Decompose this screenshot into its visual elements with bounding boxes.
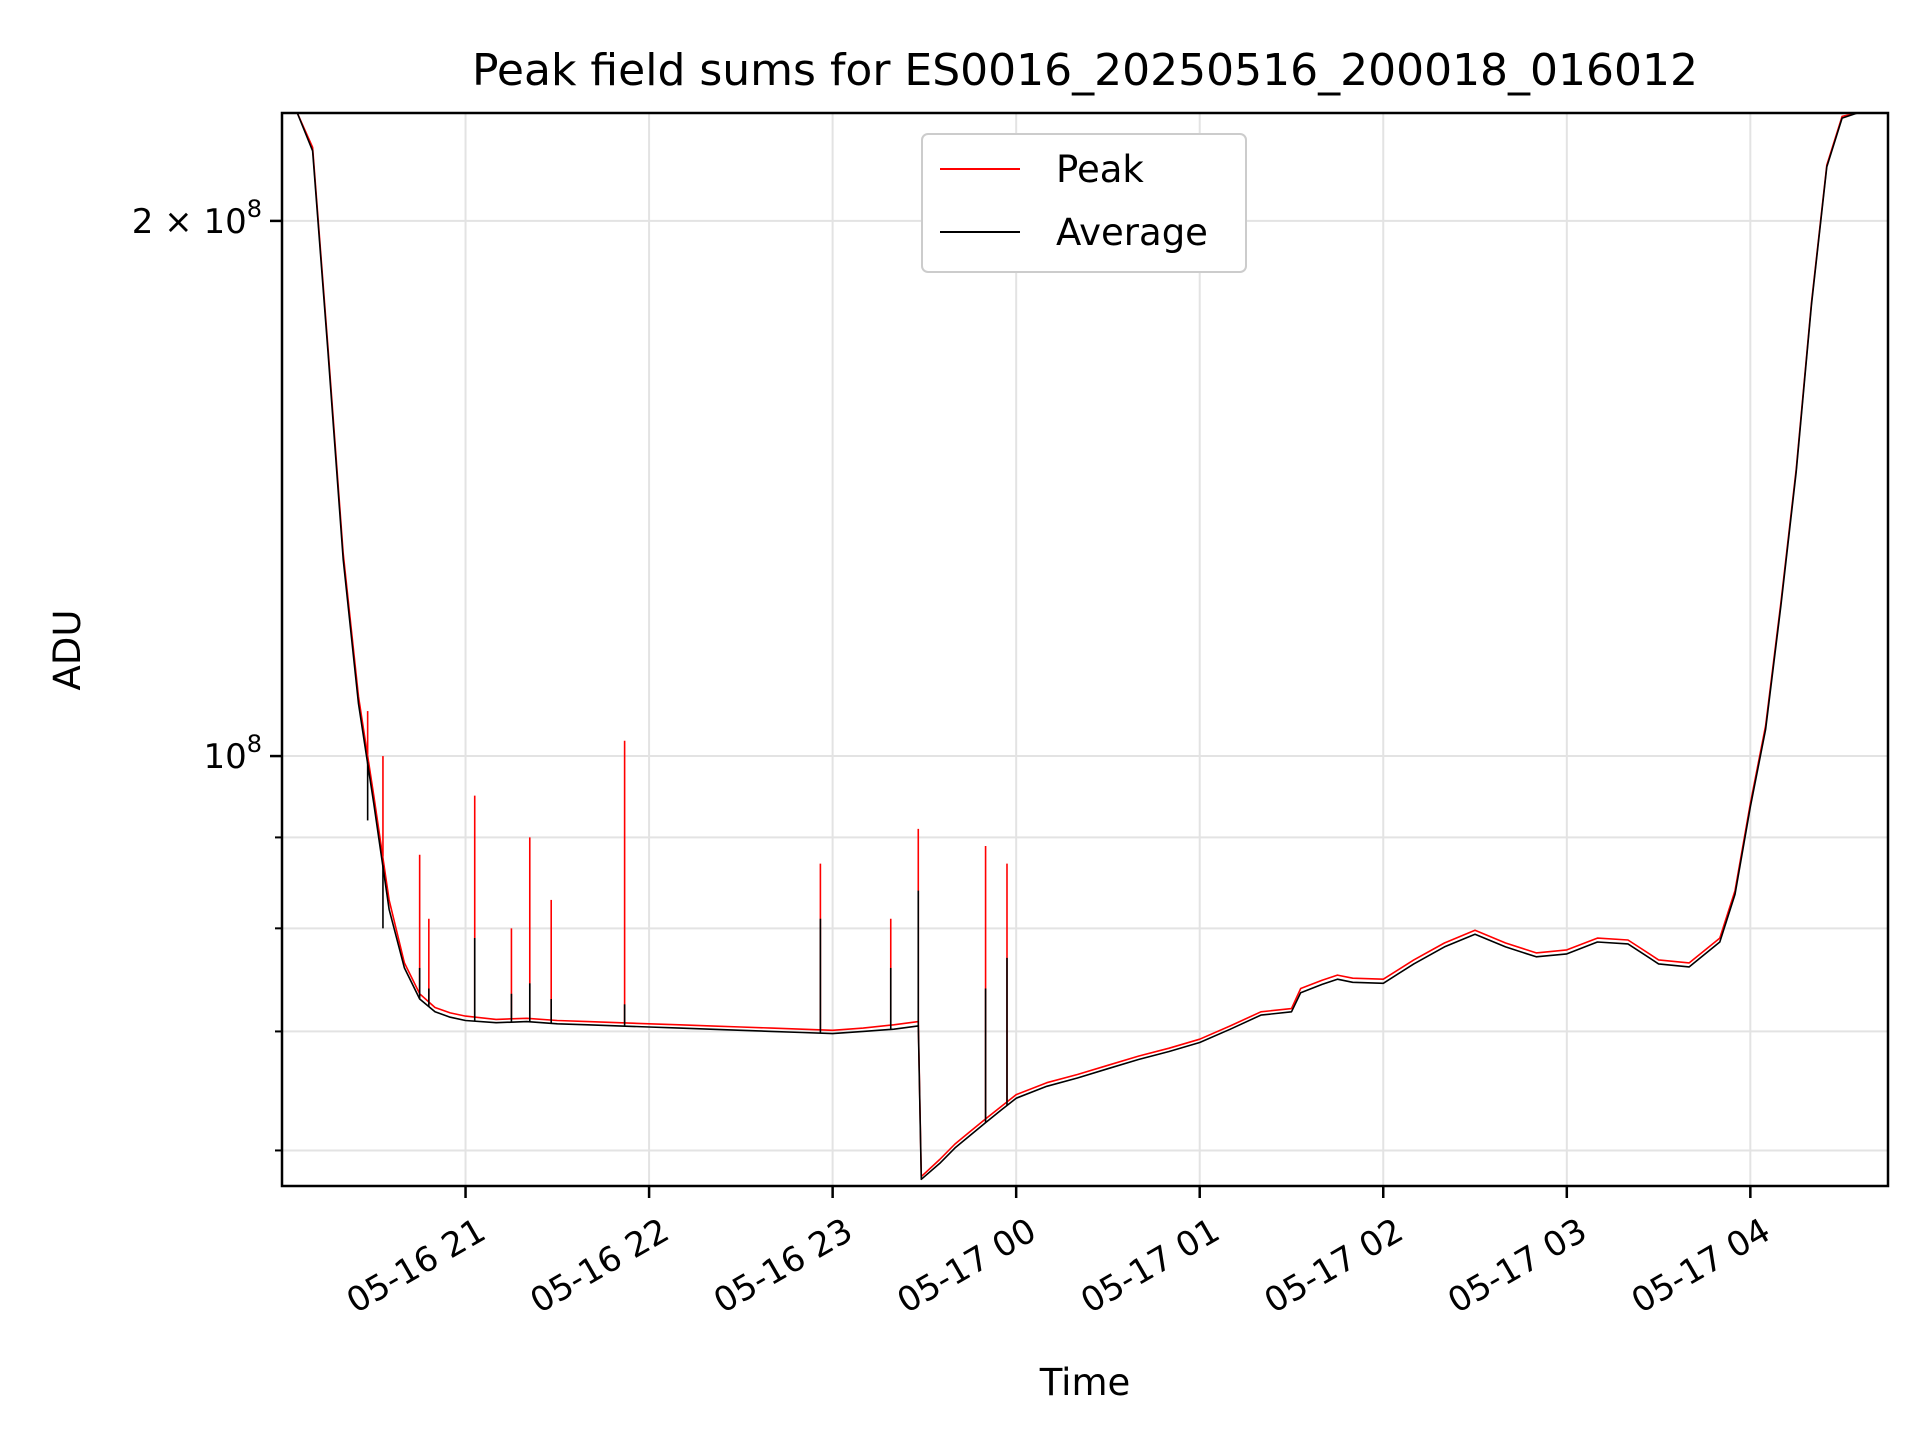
y-tick-exponent: 8 <box>247 195 262 223</box>
series-line-average <box>282 113 1888 1181</box>
legend-label-peak: Peak <box>1056 148 1144 191</box>
chart-title: Peak field sums for ES0016_20250516_2000… <box>472 45 1698 96</box>
series-group <box>282 113 1888 1181</box>
y-tick-label: 2 × 108 <box>132 195 262 242</box>
legend: Peak Average <box>921 133 1247 273</box>
plot-frame <box>280 111 1890 1188</box>
y-axis-label: ADU <box>46 610 89 691</box>
legend-label-average: Average <box>1056 211 1208 254</box>
plot-area <box>282 113 1888 1181</box>
y-tick-exponent: 8 <box>247 730 262 758</box>
series-line-peak <box>282 113 1888 1178</box>
x-axis-label: Time <box>1039 1361 1131 1404</box>
